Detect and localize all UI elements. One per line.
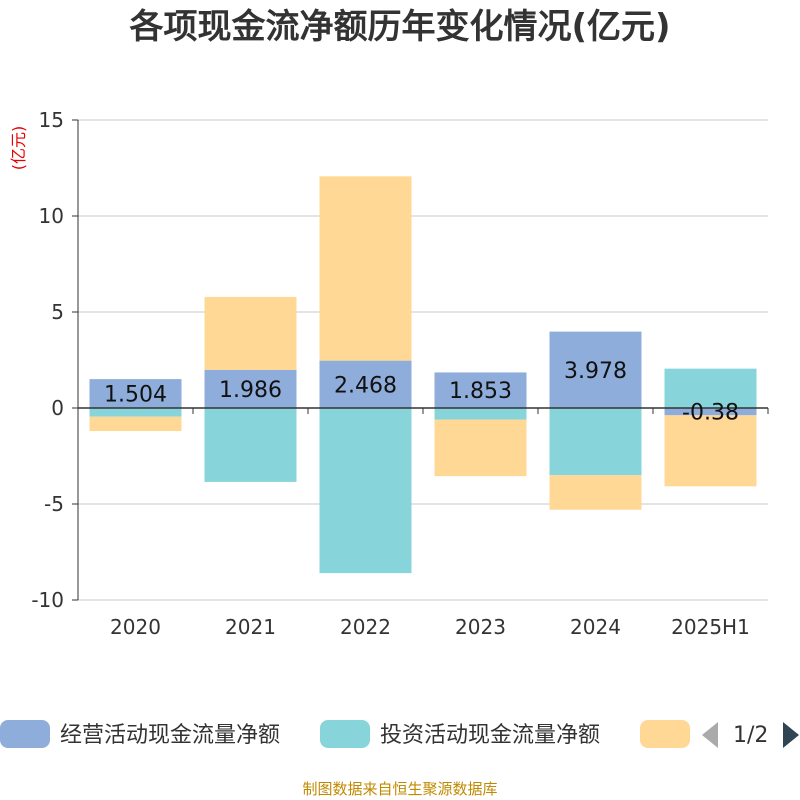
y-axis-unit-label: (亿元) bbox=[9, 126, 28, 171]
x-tick-label: 2020 bbox=[110, 615, 161, 639]
axes: 2020 2021 2022 2023 2024 2025H1 bbox=[77, 120, 769, 639]
data-labels: 1.504 1.986 2.468 1.853 3.978 -0.38 bbox=[104, 359, 739, 426]
legend-prev-arrow-icon[interactable] bbox=[702, 722, 718, 748]
legend-swatch-1[interactable] bbox=[320, 720, 370, 748]
legend-next-arrow-icon[interactable] bbox=[783, 722, 799, 748]
x-tick-label: 2024 bbox=[570, 615, 621, 639]
bar-series-2-2021 bbox=[204, 296, 297, 370]
bar-series-0-2025H1 bbox=[664, 408, 757, 416]
bar-series-2-2024 bbox=[549, 475, 642, 510]
y-tick-label: -5 bbox=[44, 492, 64, 516]
legend-swatch-0[interactable] bbox=[0, 720, 50, 748]
data-label: 3.978 bbox=[564, 359, 627, 384]
bar-series-1-2021 bbox=[204, 408, 297, 482]
x-tick-label: 2023 bbox=[455, 615, 506, 639]
grid-lines: -10 -5 0 5 10 15 bbox=[31, 108, 768, 612]
bar-series-0-2022 bbox=[319, 360, 412, 408]
legend-page-indicator: 1/2 bbox=[733, 723, 768, 748]
bar-series-0-2021 bbox=[204, 369, 297, 408]
legend-label-1[interactable]: 投资活动现金流量净额 bbox=[380, 723, 600, 748]
legend-label-0[interactable]: 经营活动现金流量净额 bbox=[60, 723, 280, 748]
bar-series-2-2020 bbox=[89, 416, 182, 432]
x-tick-label: 2025H1 bbox=[671, 615, 750, 639]
chart-title: 各项现金流净额历年变化情况(亿元) bbox=[129, 7, 670, 47]
bar-series-0-2024 bbox=[549, 331, 642, 408]
data-label: 1.986 bbox=[219, 378, 282, 403]
bar-series-1-2023 bbox=[434, 408, 527, 420]
source-note: 制图数据来自恒生聚源数据库 bbox=[302, 780, 497, 798]
bar-series-1-2025H1 bbox=[664, 368, 757, 408]
data-label: 1.853 bbox=[449, 379, 512, 404]
data-label: -0.38 bbox=[682, 401, 739, 426]
bar-series-1-2020 bbox=[89, 408, 182, 417]
legend: 经营活动现金流量净额 投资活动现金流量净额 1/2 bbox=[0, 720, 799, 748]
y-tick-label: 0 bbox=[51, 396, 64, 420]
bars bbox=[89, 176, 757, 574]
legend-swatch-2[interactable] bbox=[640, 720, 690, 748]
bar-series-2-2023 bbox=[434, 419, 527, 477]
bar-series-2-2025H1 bbox=[664, 415, 757, 487]
bar-series-0-2023 bbox=[434, 372, 527, 408]
bar-series-1-2022 bbox=[319, 408, 412, 574]
bar-series-2-2022 bbox=[319, 176, 412, 361]
y-tick-label: 5 bbox=[51, 300, 64, 324]
data-label: 2.468 bbox=[334, 373, 397, 398]
x-tick-label: 2021 bbox=[225, 615, 276, 639]
y-tick-label: 10 bbox=[39, 204, 64, 228]
y-tick-label: -10 bbox=[31, 588, 64, 612]
bar-series-1-2024 bbox=[549, 408, 642, 476]
data-label: 1.504 bbox=[104, 383, 167, 408]
y-tick-label: 15 bbox=[39, 108, 64, 132]
x-tick-label: 2022 bbox=[340, 615, 391, 639]
bar-series-0-2020 bbox=[89, 379, 182, 408]
